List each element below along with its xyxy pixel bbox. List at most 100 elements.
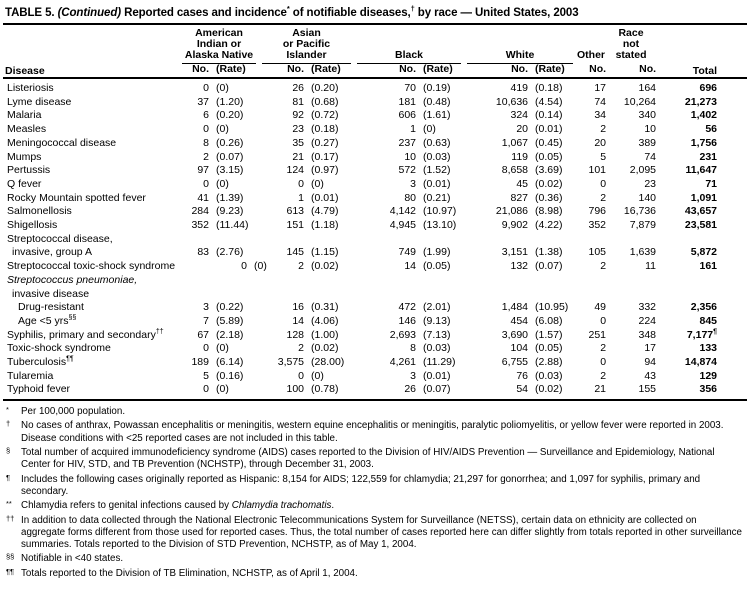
rate-subheader: (Rate) [209,64,260,79]
cell-race-not-stated-no: 164 [638,82,657,94]
disease-label: Measles [3,123,179,137]
cell-black-rate: (7.13) [423,328,451,341]
cell-race-not-stated-no: 332 [638,301,657,314]
cell-aian-rate: (0.20) [216,109,244,122]
footnote-marker: ** [6,499,12,509]
disease-label: Listeriosis [3,78,179,96]
disease-label-text: Mumps [7,150,42,163]
cell-white-no: 1,484 [501,301,529,314]
cell-race-not-stated-no: 340 [638,109,657,122]
cell-total: 7,177¶ [686,328,718,341]
footnote-text-plain: In addition to data collected through th… [21,514,742,551]
group-header-line: American [195,27,243,39]
footnote-text-after: . [331,500,335,512]
cell-total: 1,756 [690,136,718,149]
group-header-line: Other [577,49,606,61]
cell-white-no: 3,151 [501,246,529,259]
footnote-text-plain: Total number of acquired immunodeficienc… [21,447,715,471]
cell-aian-no: 0 [203,342,209,355]
footnote-marker-dagger: † [410,4,415,14]
footnote-1: * Per 100,000 population. [5,405,743,418]
group-header-line: White [505,49,535,61]
cell-black-no: 80 [404,191,417,204]
footnote-text-plain: Totals reported to the Division of TB El… [21,567,358,579]
no-subheader: No. [259,64,305,79]
cell-total: 845 [699,314,718,327]
disease-label: Drug-resistant [3,301,179,315]
cell-race-not-stated-no: 155 [606,383,657,402]
cell-aian-no: 67 [197,328,209,341]
cell-black-no: 1 [410,123,417,136]
cell-aian-no: 0 [241,260,247,273]
cell-aian-no: 37 [197,95,209,108]
cell-aian-no: 7 [203,314,209,327]
table-title-prefix: TABLE 5. [5,7,55,19]
group-header-label: White [467,49,574,64]
cell-black-no: 4,945 [389,219,417,232]
cell-black-rate: (1.52) [423,164,451,177]
cell-aian-rate: (0) [216,123,229,136]
group-header-line: Asian [292,27,321,39]
cell-other-no: 17 [594,82,607,94]
cell-white-rate: (4.54) [535,95,563,108]
cell-black-no: 4,261 [389,356,417,369]
cell-black-rate: (0.05) [423,260,451,273]
cell-white-rate: (6.08) [535,314,563,327]
cell-black-no: 10 [404,150,417,163]
table-row-rocky-mountain-spotted-fever: Rocky Mountain spotted fever 41 (1.39) 1 (0.… [3,192,747,206]
cell-aian-no: 352 [191,219,209,232]
cell-white-no: 454 [510,314,529,327]
cell-black-rate: (2.01) [423,301,451,314]
cell-white-rate: (3.69) [535,164,563,177]
footnote-2: † No cases of anthrax, Powassan encephali… [5,419,743,445]
footnote-text: Totals reported to the Division of TB El… [21,568,358,579]
disease-label-text: Tuberculosis [7,356,67,369]
cell-other-no: 0 [600,177,607,190]
cell-aian-rate: (11.44) [216,219,249,232]
cell-black-no: 181 [398,95,417,108]
group-header-black: Black [354,28,464,64]
table-row-invasive-disease: invasive disease [3,288,747,302]
cell-aian-no: 2 [203,150,209,163]
cell-total: 56 [705,123,718,136]
cell-white-no: 54 [464,383,529,402]
footnote-marker-syphilis-primary-and-secondary: †† [155,328,164,336]
footnote-text-italic: Chlamydia trachomatis [231,500,332,512]
cell-white-no: 9,902 [501,219,529,232]
disease-label: Tuberculosis¶¶ [3,356,179,370]
cell-race-not-stated-no: 10 [644,123,657,136]
cell-white-no: 419 [510,82,529,94]
disease-label-text: Q fever [7,177,42,190]
cell-aian-rate: (6.14) [216,356,244,369]
cell-api-no: 151 [286,219,305,232]
footnote-text: In addition to data collected through th… [21,515,742,551]
cell-aian-no: 8 [203,136,209,149]
cell-black-rate: (0.21) [423,191,451,204]
total-column-header: Total [656,28,748,79]
disease-label-text: Drug-resistant [18,301,84,314]
cell-white-no: 1,067 [501,136,529,149]
cell-black-rate: (0.63) [423,136,451,149]
cell-white-no: 21,086 [495,205,529,218]
cell-api-rate: (0) [311,369,324,382]
table-row-mumps: Mumps 2 (0.07) 21 (0.17) 10 (0.03) 119 (0.05) 5 74… [3,151,747,165]
footnote-marker-asterisk: * [286,4,290,14]
cell-white-no: 827 [510,191,529,204]
notifiable-diseases-table: Disease American Indian or Alaska Native Asi… [3,27,748,402]
disease-label: Lyme disease [3,96,179,110]
disease-label-text: Meningococcal disease [7,136,117,149]
cell-total: 21,273 [684,95,718,108]
disease-label: Rocky Mountain spotted fever [3,192,179,206]
disease-label-text: Tularemia [7,369,54,382]
footnote-marker: ¶¶ [6,566,15,576]
cell-api-no: 124 [286,164,305,177]
cell-api-rate: (0.17) [311,150,339,163]
cell-total: 696 [699,82,718,94]
cell-api-rate: (4.79) [311,205,339,218]
table-row-syphilis-primary-and-secondary: Syphilis, primary and secondary†† 67 (2.18… [3,328,747,343]
disease-label: Streptococcus pneumoniae, [3,274,747,288]
table-body: Listeriosis 0 (0) 26 (0.20) 70 (0.19) 419 (0.18)… [3,78,748,402]
document-page: TABLE 5. (Continued) Reported cases and … [3,4,748,579]
cell-other-no: 352 [588,219,607,232]
cell-total: 1,402 [690,109,718,122]
